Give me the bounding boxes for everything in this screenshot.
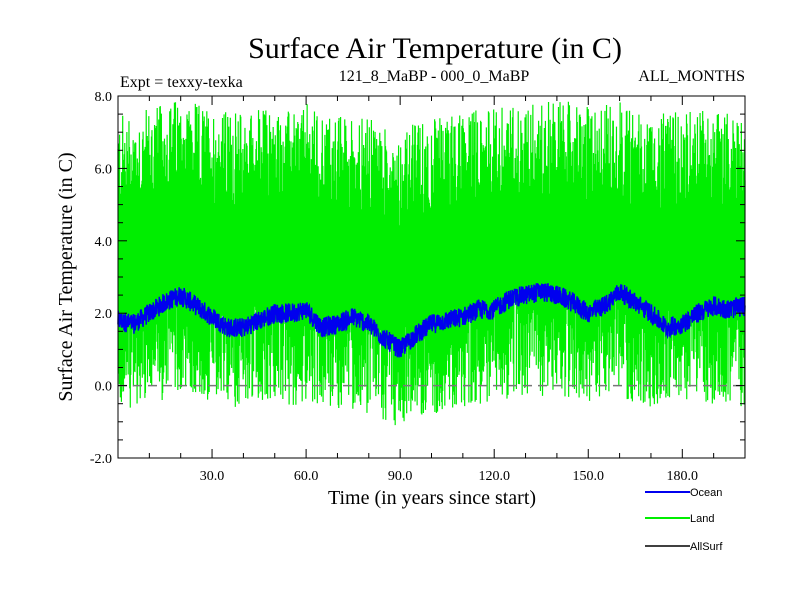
subtitle-experiment: Expt = texxy-texka — [120, 74, 243, 91]
legend: Ocean Land AllSurf — [645, 487, 723, 553]
x-tick-label: 30.0 — [200, 469, 225, 484]
legend-allsurf-label: AllSurf — [690, 541, 723, 553]
y-tick-label: 4.0 — [95, 235, 113, 250]
x-tick-label: 150.0 — [573, 469, 605, 484]
land-line — [117, 101, 746, 426]
land-series — [117, 101, 746, 426]
x-axis-label: Time (in years since start) — [328, 487, 536, 509]
ocean-line — [117, 283, 746, 358]
y-tick-label: 0.0 — [95, 380, 113, 395]
ocean-series — [117, 283, 746, 358]
y-tick-label: 2.0 — [95, 307, 113, 322]
y-axis-ticks: -2.0 0.0 2.0 4.0 6.0 8.0 — [90, 90, 745, 467]
subtitle-months: ALL_MONTHS — [638, 68, 745, 85]
y-tick-label: 6.0 — [95, 162, 113, 177]
legend-land-label: Land — [690, 513, 714, 525]
chart-title: Surface Air Temperature (in C) — [248, 32, 622, 65]
y-axis-label: Surface Air Temperature (in C) — [55, 152, 77, 401]
legend-ocean-label: Ocean — [690, 487, 722, 499]
x-tick-label: 120.0 — [478, 469, 510, 484]
y-tick-label: 8.0 — [95, 90, 113, 105]
subtitle-period: 121_8_MaBP - 000_0_MaBP — [339, 68, 530, 85]
x-tick-label: 60.0 — [294, 469, 319, 484]
x-tick-label: 180.0 — [667, 469, 699, 484]
x-axis-ticks: 30.0 60.0 90.0 120.0 150.0 180.0 — [148, 96, 715, 484]
x-tick-label: 90.0 — [388, 469, 413, 484]
y-tick-label: -2.0 — [90, 452, 112, 467]
